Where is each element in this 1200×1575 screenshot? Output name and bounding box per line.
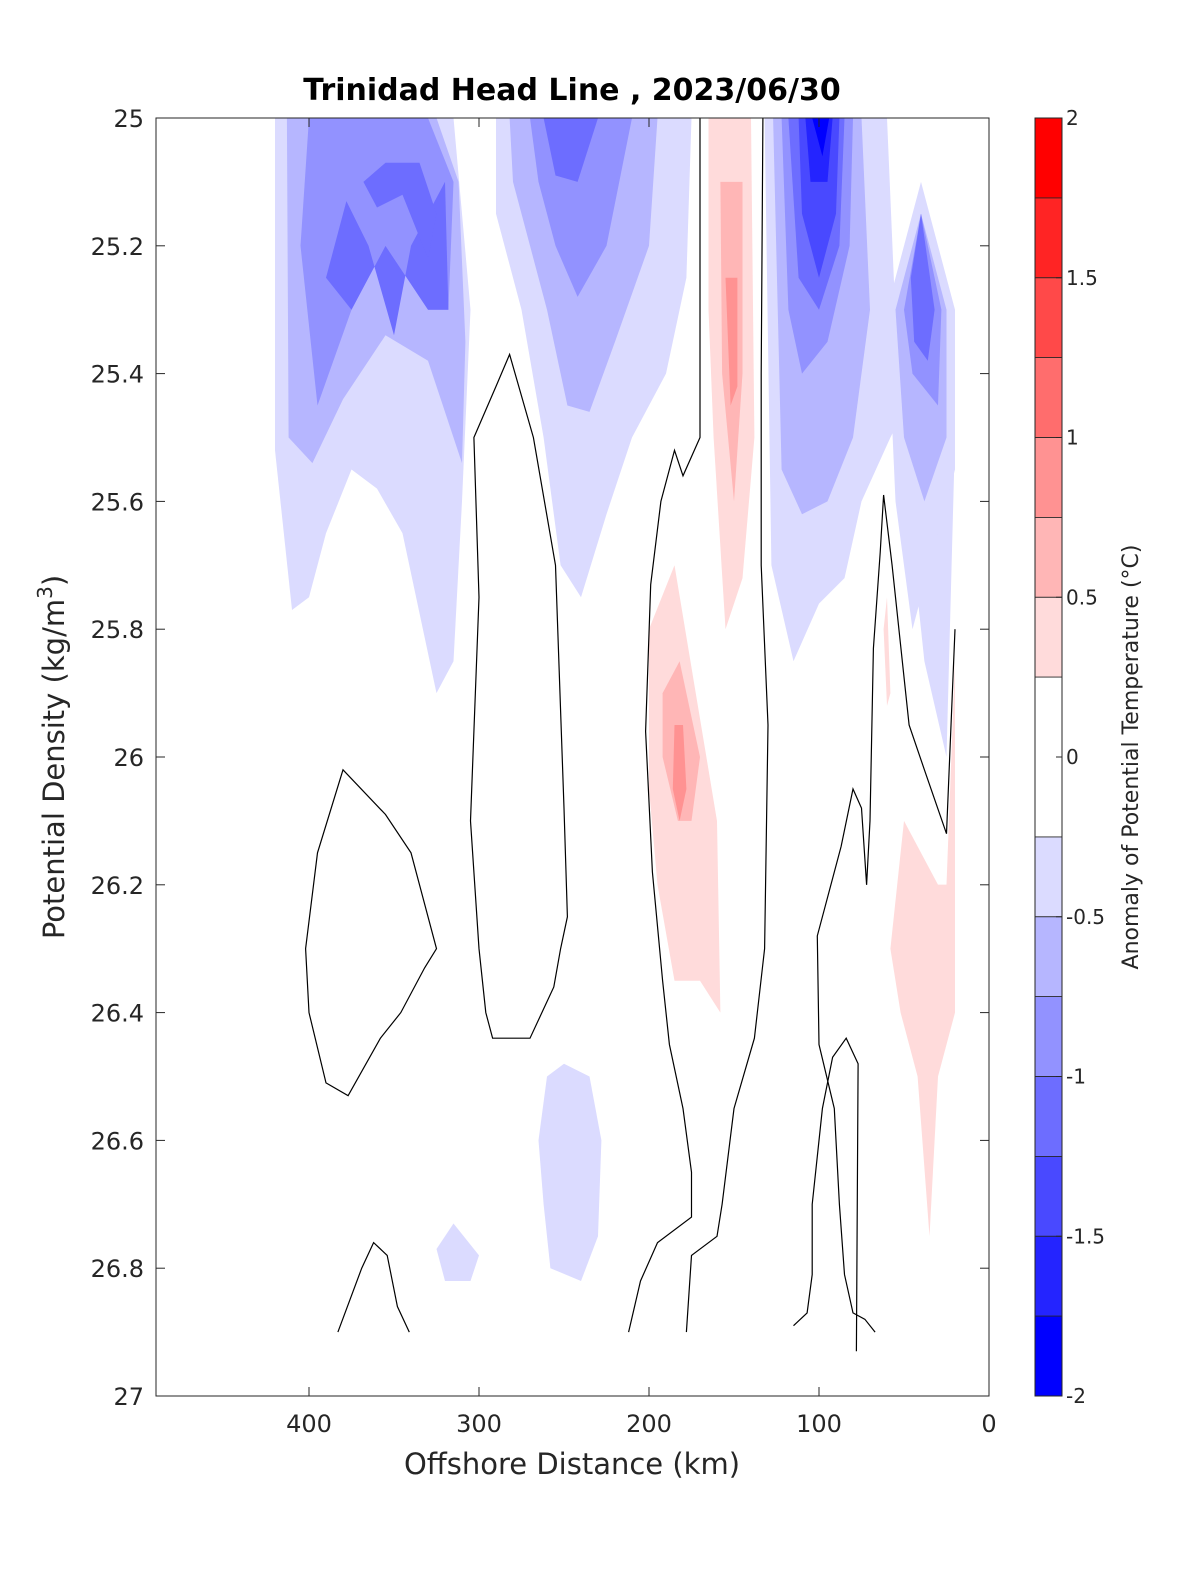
colorbar-segment [1035,916,1062,997]
region-warm-c-l2 [938,661,955,917]
contour-zero-b [469,352,569,1039]
y-axis-label: Potential Density (kg/m3) [33,575,71,939]
colorbar-tick-label: -1 [1066,1065,1086,1089]
y-tick-label: 25.2 [91,233,144,261]
x-tick-label: 100 [796,1410,842,1438]
contour-zero-c [628,118,701,1333]
colorbar-tick-label: -2 [1066,1384,1086,1408]
y-tick-label: 25 [113,105,144,133]
region-cold-b-l4 [543,118,598,182]
x-tick-label: 200 [626,1410,672,1438]
colorbar-tick-label: -1.5 [1066,1224,1105,1248]
y-tick-label: 26.2 [91,872,144,900]
y-axis-label-superscript: 3 [33,586,57,599]
y-tick-label: 27 [113,1383,144,1411]
region-cold-c-l7 [812,118,830,157]
y-tick-label: 26 [113,744,144,772]
contour-zero-g [337,1241,410,1333]
colorbar-label: Anomaly of Potential Temperature (°C) [1119,545,1144,970]
y-tick-label: 25.8 [91,616,144,644]
x-tick-label: 400 [286,1410,332,1438]
region-warm-a-l3 [725,277,738,406]
colorbar-segment [1035,277,1062,358]
zero-contour-lines [304,118,956,1352]
colorbar-tick-label: 1.5 [1066,266,1098,290]
y-tick-label: 26.6 [91,1127,144,1155]
colorbar-tick-label: 2 [1066,106,1079,130]
colorbar-segment [1035,597,1062,678]
x-tick-label: 0 [981,1410,996,1438]
colorbar-segment [1035,197,1062,278]
contour-zero-d [685,118,769,1333]
x-tick-label: 300 [456,1410,502,1438]
contour-zero-a [304,768,438,1097]
y-tick-label: 26.8 [91,1255,144,1283]
x-axis-label: Offshore Distance (km) [404,1447,740,1481]
colorbar-segment [1035,517,1062,598]
filled-contour-regions [275,118,955,1281]
colorbar-segment [1035,1316,1062,1396]
colorbar-tick-label: 0 [1066,745,1079,769]
colorbar-tick-label: 0.5 [1066,585,1098,609]
contour-zero-f [793,1037,859,1352]
y-tick-label: 26.4 [91,1000,144,1028]
y-tick-label: 25.6 [91,488,144,516]
colorbar-segment [1035,996,1062,1077]
region-cold-d-l4 [910,213,935,361]
axes: 400 300 200 100 0 25 25.2 25.4 25.6 25.8 26 26.2 26.… [91,105,997,1438]
colorbar-segment [1035,357,1062,438]
colorbar-tick-label: -0.5 [1066,905,1105,929]
colorbar-segment [1035,437,1062,518]
colorbar-segment [1035,1236,1062,1317]
region-cold-f-l1 [436,1223,479,1281]
colorbar-segment [1035,1076,1062,1157]
region-warm-c-l3 [883,597,891,706]
region-warm-c-l1 [890,820,955,1237]
region-cold-a-l4b [363,162,437,259]
colorbar-tick-label: 1 [1066,426,1079,450]
contour-zero-e [816,494,956,1333]
colorbar-segment [1035,118,1062,198]
region-warm-b-l3 [672,725,687,821]
region-cold-e-l1 [538,1063,602,1281]
colorbar-segment [1035,1156,1062,1237]
chart-title: Trinidad Head Line , 2023/06/30 [303,73,840,108]
colorbar-segment [1035,836,1062,917]
region-cold-a-l4 [326,181,449,336]
y-tick-label: 25.4 [91,361,144,389]
colorbar: 2 1.5 1 0.5 0 -0.5 -1 -1.5 -2 [1034,106,1105,1408]
